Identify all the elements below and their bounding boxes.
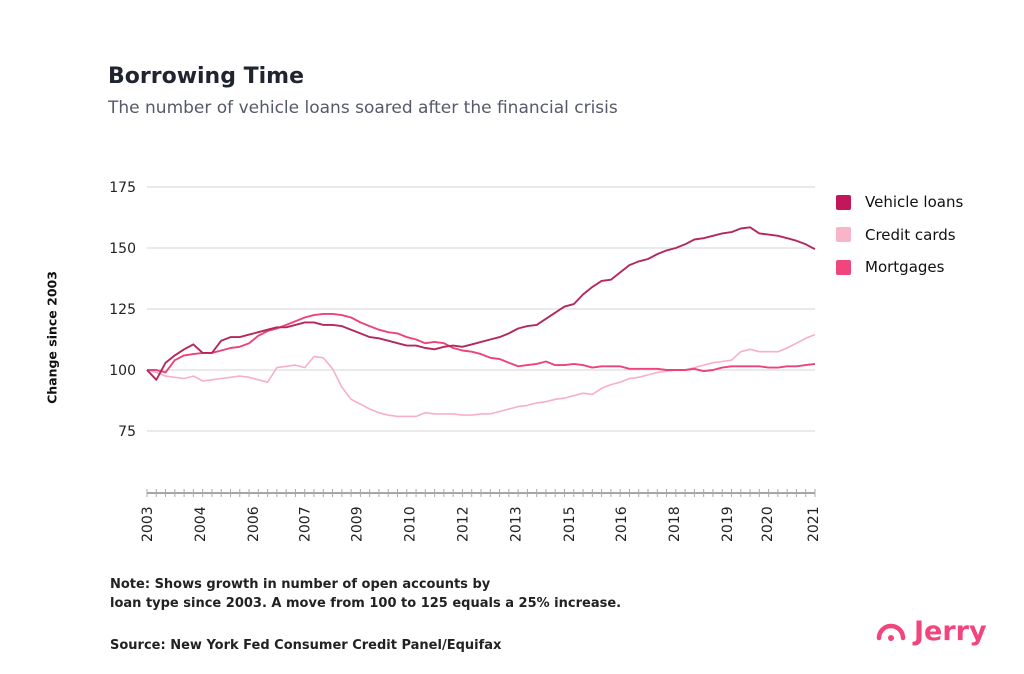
chart-title: Borrowing Time xyxy=(108,64,305,89)
x-tick-label: 2004 xyxy=(193,506,209,542)
legend-swatch xyxy=(836,259,851,275)
series-line-credit-cards xyxy=(146,333,816,418)
y-tick-label: 150 xyxy=(109,241,136,257)
legend: Vehicle loans Credit cards Mortgages xyxy=(836,186,963,284)
legend-label: Credit cards xyxy=(865,225,956,244)
y-tick-label: 175 xyxy=(109,180,136,196)
note-line: loan type since 2003. A move from 100 to… xyxy=(110,596,622,611)
legend-item-vehicle-loans: Vehicle loans xyxy=(836,186,963,219)
x-tick-label: 2018 xyxy=(667,506,683,542)
x-tick-label: 2019 xyxy=(720,506,736,542)
x-tick-label: 2013 xyxy=(508,506,524,542)
jerry-logo: Jerry xyxy=(876,616,987,647)
legend-swatch xyxy=(836,227,851,243)
series-line-mortgages xyxy=(147,312,816,374)
y-tick-label: 75 xyxy=(118,424,136,440)
jerry-logo-icon xyxy=(876,623,906,641)
x-tick-label: 2015 xyxy=(562,506,578,542)
legend-swatch xyxy=(836,194,851,210)
x-tick-label: 2021 xyxy=(806,506,822,542)
chart-subtitle: The number of vehicle loans soared after… xyxy=(108,98,618,118)
series-line-vehicle-loans xyxy=(146,226,816,381)
legend-item-credit-cards: Credit cards xyxy=(836,219,963,252)
x-tick-label: 2010 xyxy=(403,506,419,542)
y-tick-label: 125 xyxy=(109,302,136,318)
x-tick-label: 2016 xyxy=(614,506,630,542)
x-tick-label: 2007 xyxy=(298,506,314,542)
note-line: Note: Shows growth in number of open acc… xyxy=(110,577,491,592)
jerry-logo-text: Jerry xyxy=(914,616,987,647)
legend-label: Mortgages xyxy=(865,258,945,277)
source-text: Source: New York Fed Consumer Credit Pan… xyxy=(110,638,502,653)
x-tick-label: 2009 xyxy=(350,506,366,542)
x-tick-label: 2003 xyxy=(140,506,156,542)
x-tick-label: 2012 xyxy=(455,506,471,542)
x-tick-label: 2006 xyxy=(246,506,262,542)
y-tick-label: 100 xyxy=(109,363,136,379)
x-tick-label: 2020 xyxy=(760,506,776,542)
legend-label: Vehicle loans xyxy=(865,193,964,212)
chart-note: Note: Shows growth in number of open acc… xyxy=(110,575,621,613)
legend-item-mortgages: Mortgages xyxy=(836,251,963,284)
